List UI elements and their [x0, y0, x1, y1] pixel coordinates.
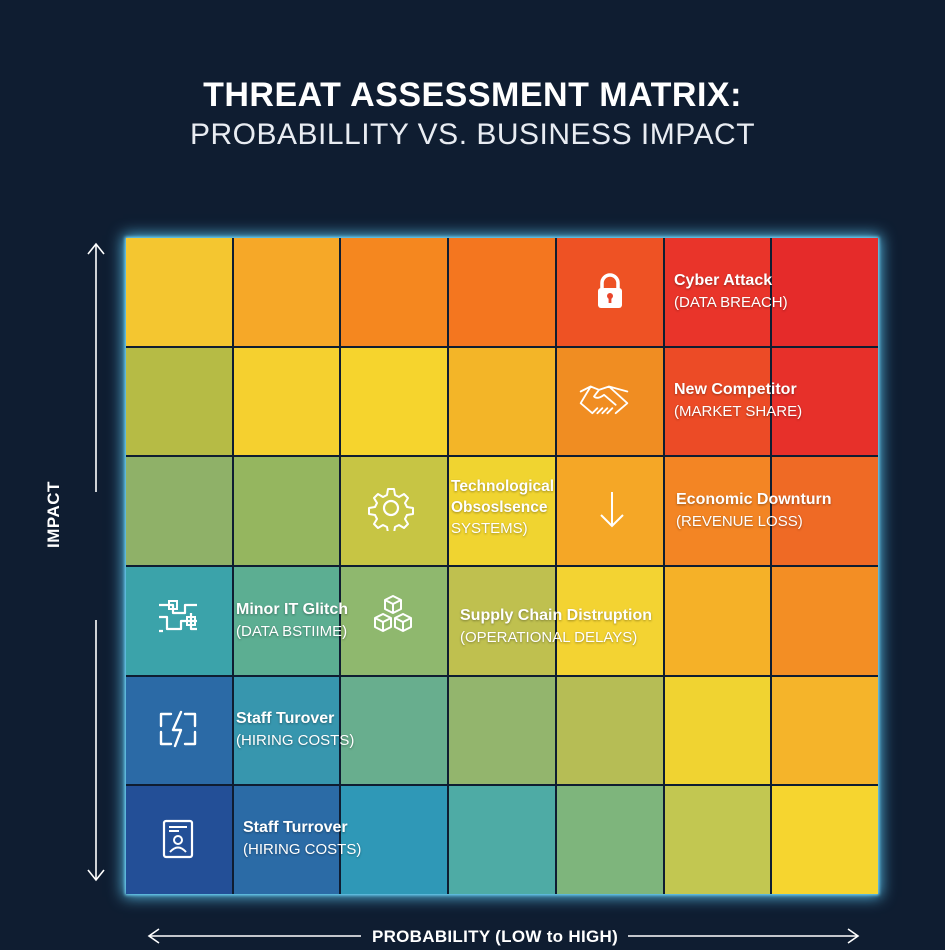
matrix-cell: [126, 457, 232, 565]
matrix-cell: [233, 347, 340, 456]
matrix-cell: [341, 457, 448, 565]
matrix-cell: [772, 786, 878, 894]
threat-matrix: Cyber Attack (DATA BREACH) New Competito…: [126, 238, 878, 894]
matrix-cell: [449, 238, 555, 346]
matrix-cell: [233, 676, 340, 785]
matrix-cell: [556, 786, 663, 894]
risk-label-supply-chain: Supply Chain Distruption (OPERATIONAL DE…: [460, 605, 652, 649]
matrix-cell: [126, 238, 232, 346]
y-axis-down-arrow-icon: [87, 620, 105, 882]
matrix-cell: [233, 457, 340, 565]
matrix-cell: [772, 457, 878, 565]
page-subtitle: PROBABILLITY VS. BUSINESS IMPACT: [189, 118, 756, 151]
matrix-grid: [126, 238, 878, 894]
risk-name: Staff Turrover: [243, 819, 348, 836]
risk-sub: (DATA BREACH): [674, 294, 788, 311]
handshake-icon: [579, 374, 629, 424]
matrix-cell: [233, 566, 340, 675]
matrix-cell: [556, 347, 663, 456]
risk-label-economic-downturn: Economic Downturn (REVENUE LOSS): [676, 489, 832, 533]
risk-name: Minor IT Glitch: [236, 601, 348, 618]
matrix-cell: [341, 676, 448, 785]
lightning-icon: [153, 704, 203, 754]
matrix-cell: [664, 238, 771, 346]
risk-label-minor-it-glitch: Minor IT Glitch (DATA BSTIIME): [236, 599, 348, 643]
risk-sub: (HIRING COSTS): [236, 732, 355, 749]
page-title: THREAT ASSESSMENT MATRIX:: [203, 76, 742, 114]
matrix-cell: [449, 457, 555, 565]
matrix-cell: [556, 457, 663, 565]
risk-sub: (OPERATIONAL DELAYS): [460, 629, 638, 646]
risk-sub: (HIRING COSTS): [243, 841, 362, 858]
risk-name: Supply Chain Distruption: [460, 607, 652, 624]
risk-name: Technological Obsoslsence: [451, 478, 555, 516]
matrix-cell: [664, 676, 771, 785]
risk-name: Economic Downturn: [676, 491, 832, 508]
matrix-cell: [233, 238, 340, 346]
risk-sub: (MARKET SHARE): [674, 403, 803, 420]
matrix-cell: [664, 786, 771, 894]
risk-label-cyber-attack: Cyber Attack (DATA BREACH): [674, 270, 788, 314]
matrix-cell: [772, 347, 878, 456]
matrix-cell: [772, 566, 878, 675]
matrix-cell: [449, 676, 555, 785]
matrix-cell: [126, 786, 232, 894]
matrix-cell: [341, 238, 448, 346]
circuit-icon: [153, 593, 203, 643]
risk-name: Staff Turover: [236, 710, 335, 727]
matrix-cell: [449, 566, 555, 675]
risk-label-staff-turnover-2: Staff Turrover (HIRING COSTS): [243, 817, 361, 861]
risk-label-staff-turnover-1: Staff Turover (HIRING COSTS): [236, 708, 354, 752]
risk-sub: (DATA BSTIIME): [236, 623, 348, 640]
matrix-cell: [664, 347, 771, 456]
risk-label-new-competitor: New Competitor (MARKET SHARE): [674, 379, 802, 423]
risk-name: New Competitor: [674, 381, 797, 398]
risk-name: Cyber Attack: [674, 272, 773, 289]
x-axis-right-arrow-icon: [628, 928, 860, 944]
y-axis-label: IMPACT: [44, 481, 63, 548]
matrix-cell: [664, 566, 771, 675]
matrix-cell: [126, 347, 232, 456]
matrix-cell: [126, 566, 232, 675]
x-axis-left-arrow-icon: [147, 928, 361, 944]
down-arrow-icon: [587, 484, 637, 534]
gear-icon: [366, 483, 416, 533]
y-axis-up-arrow-icon: [87, 242, 105, 492]
matrix-cell: [664, 457, 771, 565]
boxes-icon: [368, 590, 418, 640]
matrix-cell: [556, 566, 663, 675]
matrix-cell: [233, 786, 340, 894]
risk-sub: SYSTEMS): [451, 520, 528, 537]
matrix-cell: [772, 238, 878, 346]
id-badge-icon: [153, 814, 203, 864]
matrix-cell: [449, 786, 555, 894]
risk-label-tech-obsolescence: Technological Obsoslsence SYSTEMS): [451, 476, 554, 539]
matrix-cell: [556, 676, 663, 785]
x-axis-label: PROBABILITY (LOW to HIGH): [371, 927, 619, 946]
lock-icon: [585, 266, 635, 316]
risk-sub: (REVENUE LOSS): [676, 513, 803, 530]
matrix-cell: [449, 347, 555, 456]
matrix-cell: [772, 676, 878, 785]
matrix-cell: [341, 786, 448, 894]
matrix-cell: [341, 347, 448, 456]
